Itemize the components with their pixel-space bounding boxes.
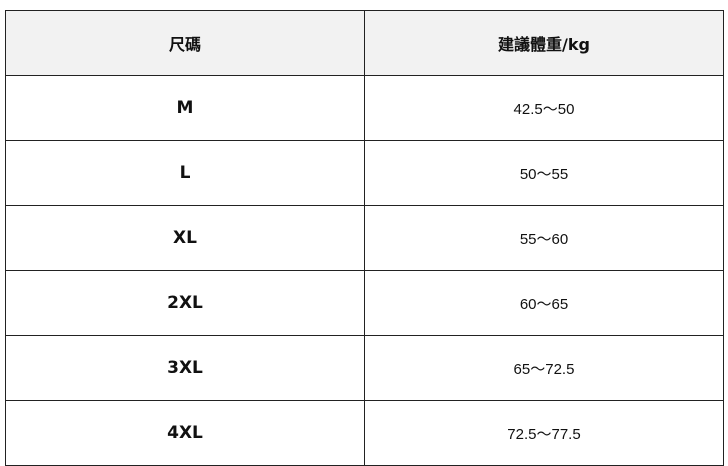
weight-cell: 72.5～77.5 xyxy=(364,400,724,466)
weight-cell: 50～55 xyxy=(364,140,724,206)
weight-cell: 65～72.5 xyxy=(364,335,724,401)
header-weight: 建議體重/kg xyxy=(364,10,724,76)
size-cell: 2XL xyxy=(5,270,365,336)
weight-cell: 60～65 xyxy=(364,270,724,336)
size-cell: 4XL xyxy=(5,400,365,466)
table-row: 4XL 72.5～77.5 xyxy=(5,400,724,466)
table-row: L 50～55 xyxy=(5,140,724,206)
size-chart-table: 尺碼 建議體重/kg M 42.5～50 L 50～55 XL 55～60 2X… xyxy=(5,10,724,466)
header-row: 尺碼 建議體重/kg xyxy=(5,10,724,76)
size-cell: M xyxy=(5,75,365,141)
size-cell: 3XL xyxy=(5,335,365,401)
size-cell: L xyxy=(5,140,365,206)
size-cell: XL xyxy=(5,205,365,271)
table-row: M 42.5～50 xyxy=(5,75,724,141)
weight-cell: 55～60 xyxy=(364,205,724,271)
header-size: 尺碼 xyxy=(5,10,365,76)
table-row: XL 55～60 xyxy=(5,205,724,271)
table-row: 3XL 65～72.5 xyxy=(5,335,724,401)
weight-cell: 42.5～50 xyxy=(364,75,724,141)
table-row: 2XL 60～65 xyxy=(5,270,724,336)
